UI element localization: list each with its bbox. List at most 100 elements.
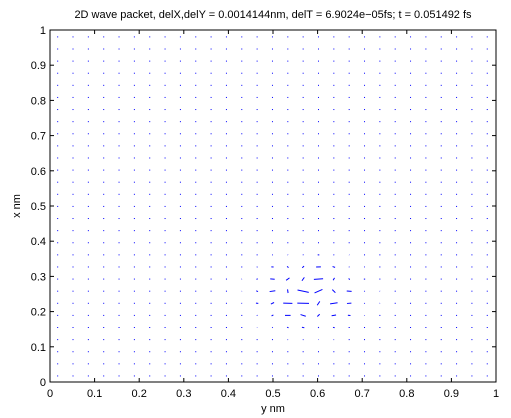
vector-point xyxy=(456,290,458,292)
vector-point xyxy=(333,121,335,123)
vector-point xyxy=(486,242,488,244)
vector-point xyxy=(149,72,151,74)
vector-point xyxy=(87,375,89,377)
vector-point xyxy=(225,375,227,377)
vector-point xyxy=(456,278,458,280)
vector-point xyxy=(210,302,212,304)
vector-point xyxy=(210,133,212,135)
vector-point xyxy=(333,363,335,365)
vector-point xyxy=(195,48,197,50)
y-tick-label: 1 xyxy=(40,25,46,37)
vector-point xyxy=(118,84,120,86)
vector-point xyxy=(410,363,412,365)
vector-point xyxy=(256,121,258,123)
vector-point xyxy=(486,169,488,171)
vector-point xyxy=(425,121,427,123)
vector-point xyxy=(302,84,304,86)
vector-point xyxy=(87,48,89,50)
vector-point xyxy=(440,48,442,50)
vector-point xyxy=(225,230,227,232)
vector-point xyxy=(271,339,273,341)
vector-point xyxy=(179,363,181,365)
vector-point xyxy=(195,109,197,111)
vector-point xyxy=(87,96,89,98)
axis-ticks: 0 0.1 0.2 0.3 0.4 0.5 0.6 0.7 0.8 0.9 1 0 0.1 0.2 0.3 0… xyxy=(31,25,499,400)
vector-point xyxy=(118,96,120,98)
vector-point xyxy=(195,84,197,86)
vector-point xyxy=(271,351,273,353)
vector-point xyxy=(394,266,396,268)
vector-point xyxy=(302,48,304,50)
vector-point xyxy=(195,72,197,74)
vector-point xyxy=(364,339,366,341)
vector-point xyxy=(425,314,427,316)
vector-point xyxy=(302,36,304,38)
vector-point xyxy=(394,181,396,183)
vector-point xyxy=(118,314,120,316)
vector-point xyxy=(410,48,412,50)
vector-point xyxy=(333,60,335,62)
vector-point xyxy=(348,351,350,353)
vector-point xyxy=(302,363,304,365)
vector-point xyxy=(179,169,181,171)
vector-point xyxy=(210,121,212,123)
vector-point xyxy=(72,278,74,280)
vector-point xyxy=(394,351,396,353)
vector-point xyxy=(195,133,197,135)
vector-point xyxy=(302,133,304,135)
vector-point xyxy=(149,133,151,135)
vector-point xyxy=(456,218,458,220)
vector-point xyxy=(256,84,258,86)
vector-point xyxy=(410,278,412,280)
vector-point xyxy=(410,84,412,86)
vector-point xyxy=(317,109,319,111)
vector-point xyxy=(456,181,458,183)
y-tick-label: 0.4 xyxy=(31,236,46,248)
vector-point xyxy=(471,339,473,341)
vector-point xyxy=(287,96,289,98)
vector-point xyxy=(302,109,304,111)
vector-point xyxy=(456,109,458,111)
vector-point xyxy=(87,242,89,244)
vector-point xyxy=(456,157,458,159)
vector-point xyxy=(133,121,135,123)
vector-point xyxy=(57,351,59,353)
vector-point xyxy=(425,72,427,74)
vector-point xyxy=(486,133,488,135)
vector-point xyxy=(179,36,181,38)
vector-point xyxy=(118,72,120,74)
vector-point xyxy=(103,193,105,195)
vector-point xyxy=(256,242,258,244)
vector-point xyxy=(241,72,243,74)
vector-point xyxy=(302,230,304,232)
vector-point xyxy=(379,72,381,74)
vector-point xyxy=(195,314,197,316)
vector-point xyxy=(379,242,381,244)
vector-point xyxy=(225,242,227,244)
vector-point xyxy=(133,363,135,365)
vector-point xyxy=(225,254,227,256)
vector-point xyxy=(440,36,442,38)
vector-point xyxy=(348,181,350,183)
vector-arrow xyxy=(313,278,324,280)
vector-point xyxy=(179,48,181,50)
vector-point xyxy=(348,109,350,111)
vector-point xyxy=(410,266,412,268)
vector-point xyxy=(425,290,427,292)
vector-point xyxy=(317,72,319,74)
vector-point xyxy=(379,96,381,98)
vector-point xyxy=(57,181,59,183)
vector-point xyxy=(379,339,381,341)
vector-arrow xyxy=(271,314,274,317)
vector-point xyxy=(149,109,151,111)
vector-point xyxy=(456,145,458,147)
vector-point xyxy=(118,48,120,50)
vector-point xyxy=(425,218,427,220)
vector-point xyxy=(210,169,212,171)
vector-point xyxy=(364,157,366,159)
vector-point xyxy=(179,84,181,86)
vector-point xyxy=(271,230,273,232)
vector-point xyxy=(440,327,442,329)
vector-point xyxy=(456,72,458,74)
vector-point xyxy=(425,254,427,256)
